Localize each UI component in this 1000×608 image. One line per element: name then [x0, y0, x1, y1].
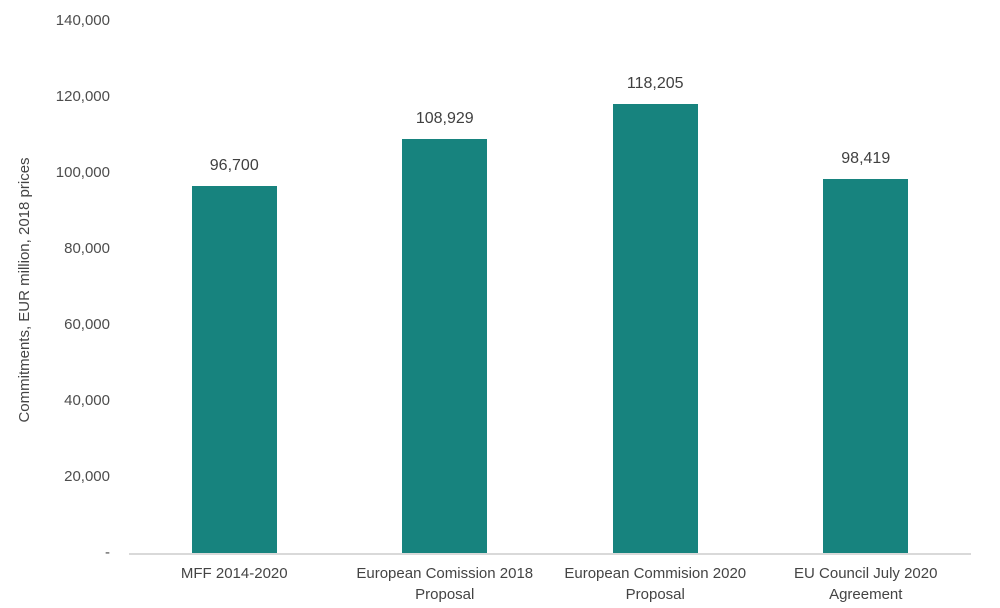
bar-value-label: 96,700: [209, 156, 259, 174]
bar: [612, 103, 698, 553]
x-axis-line: [129, 553, 971, 555]
bar-value-label: 98,419: [841, 150, 891, 167]
category-label: European Comission 2018 Proposal: [337, 563, 553, 605]
y-tick-label: 60,000: [64, 316, 110, 333]
category-label-line: MFF 2014-2020: [180, 565, 288, 582]
category-label-line: Proposal: [415, 586, 475, 603]
bar: [191, 185, 277, 553]
y-tick-label: 80,000: [64, 240, 110, 257]
y-tick-label: 40,000: [64, 392, 110, 409]
y-tick-label: 20,000: [64, 468, 110, 485]
y-tick-label: 100,000: [55, 164, 110, 181]
bar-value-label: 108,929: [415, 110, 474, 128]
y-tick-label: 120,000: [55, 88, 110, 105]
bar: [402, 139, 488, 553]
category-label-line: European Comission 2018: [356, 565, 534, 582]
category-label-line: Proposal: [625, 586, 685, 603]
category-label-line: Agreement: [829, 586, 903, 603]
category-label-line: European Commision 2020: [564, 565, 747, 582]
category-label: EU Council July 2020 Agreement: [758, 563, 974, 605]
category-label: European Commision 2020 Proposal: [547, 563, 763, 605]
plot-area: [129, 21, 971, 555]
bar: [823, 179, 909, 553]
category-label: MFF 2014-2020: [126, 563, 342, 584]
y-tick-label: 140,000: [55, 12, 110, 29]
y-tick-label: -: [105, 544, 110, 561]
category-label-line: EU Council July 2020: [794, 565, 938, 582]
bar-value-label: 118,205: [626, 74, 684, 92]
